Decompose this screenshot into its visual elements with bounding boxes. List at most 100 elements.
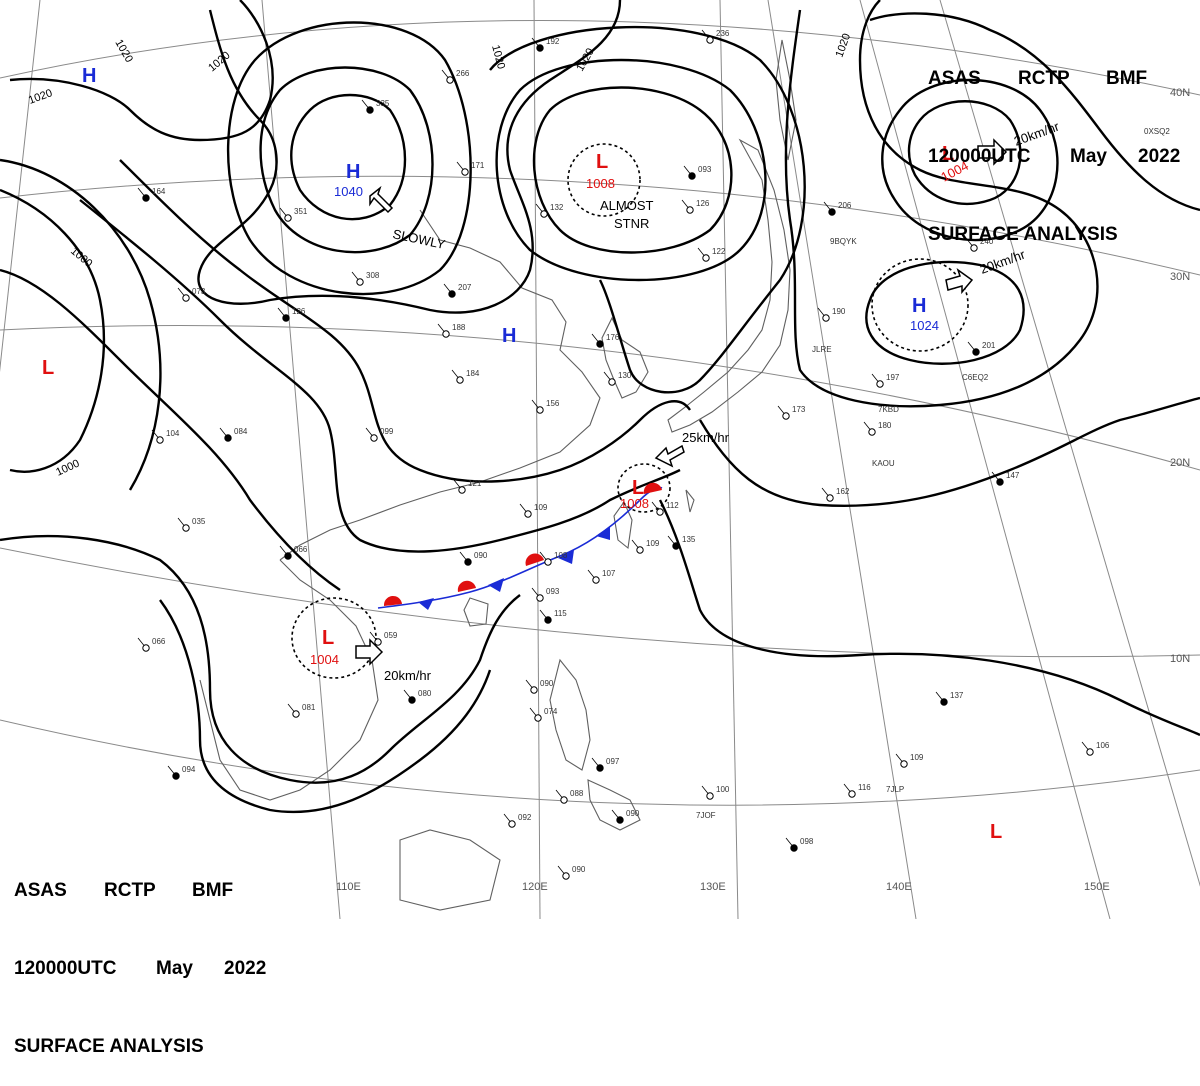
station-pressure: 090 — [626, 809, 640, 818]
station-pressure: 112 — [666, 501, 679, 510]
station-pressure: 173 — [792, 405, 806, 414]
circle-l1004-south — [291, 597, 377, 679]
station-circle — [464, 558, 472, 566]
station-circle — [292, 710, 300, 718]
station-pressure: 080 — [418, 689, 432, 698]
high-center-nw: H — [82, 65, 96, 87]
longitude-labels: 110E 120E 130E 140E 150E — [336, 881, 1110, 893]
station-plot: 107 — [587, 569, 616, 584]
station-plot: 035 — [177, 517, 206, 532]
station-plot: 190 — [817, 307, 846, 322]
station-pressure: 109 — [910, 753, 924, 762]
coast-philippines-south — [587, 779, 641, 831]
header-time: 120000UTC — [14, 958, 117, 979]
station-plot: 080 — [403, 689, 432, 704]
station-circle — [596, 340, 604, 348]
station-circle — [536, 44, 544, 52]
station-pressure: 184 — [466, 369, 480, 378]
station-circle — [284, 214, 292, 222]
station-pressure: 164 — [152, 187, 166, 196]
header-office: BMF — [192, 880, 234, 901]
low-symbol: L — [632, 477, 644, 499]
station-plot: 108 — [539, 551, 568, 566]
station-pressure: 093 — [546, 587, 560, 596]
coast-japan — [667, 138, 791, 433]
station-plot: 100 — [701, 785, 730, 800]
station-circle — [458, 486, 466, 494]
station-pressure: 107 — [602, 569, 616, 578]
station-plot: 104 — [151, 429, 180, 444]
isobar-1004-l1004-ne — [881, 78, 1059, 242]
callsign: C6EQ2 — [962, 373, 989, 382]
station-pressure: 090 — [540, 679, 554, 688]
station-plot: 162 — [821, 487, 850, 502]
station-plot: 098 — [785, 837, 814, 852]
station-pressure: 066 — [152, 637, 166, 646]
station-circle — [408, 696, 416, 704]
station-pressure: 188 — [452, 323, 466, 332]
station-circle — [562, 872, 570, 880]
station-plot: 197 — [871, 373, 900, 388]
station-pressure: 147 — [1006, 471, 1020, 480]
station-pressure: 098 — [800, 837, 814, 846]
station-plot: 126 — [277, 307, 306, 322]
station-circle — [530, 686, 538, 694]
station-pressure: 121 — [468, 479, 482, 488]
station-plot: 109 — [519, 503, 548, 518]
weather-map-canvas: 192 236 266 335 171 132 093 126 122 164 351 308 207 1… — [0, 0, 1200, 919]
isobar-1008-south — [159, 599, 492, 814]
station-circle — [608, 378, 616, 386]
station-plot: 109 — [631, 539, 660, 554]
coast-okinawa — [685, 489, 695, 513]
motion-label: 25km/hr — [682, 430, 730, 445]
station-pressure: 126 — [696, 199, 710, 208]
station-circle — [636, 546, 644, 554]
callsign: 7KBD — [878, 405, 899, 414]
station-plot: 173 — [777, 405, 806, 420]
circle-l1008-south — [617, 463, 671, 513]
station-circle — [790, 844, 798, 852]
station-plot: 090 — [459, 551, 488, 566]
station-plot: 084 — [219, 427, 248, 442]
station-pressure: 094 — [182, 765, 196, 774]
header-month: May — [1070, 146, 1107, 167]
station-plot: 130 — [603, 371, 632, 386]
station-plot: 059 — [369, 631, 398, 646]
station-circle — [970, 244, 978, 252]
station-plot: 066 — [279, 545, 308, 560]
station-pressure: 088 — [570, 789, 584, 798]
isobar-1008-northeast — [869, 12, 1200, 212]
station-circle — [142, 194, 150, 202]
station-pressure: 130 — [618, 371, 632, 380]
station-plot: 126 — [681, 199, 710, 214]
header-year: 2022 — [224, 958, 267, 979]
station-plot: 074 — [529, 707, 558, 722]
low-symbol: L — [942, 143, 954, 165]
station-circle — [782, 412, 790, 420]
isobar-1000-l1004-ne — [907, 100, 1022, 205]
station-circle — [996, 478, 1004, 486]
station-circle — [822, 314, 830, 322]
station-circle — [656, 508, 664, 516]
station-circle — [672, 542, 680, 550]
meridian-100e — [0, 0, 41, 373]
station-pressure: 081 — [302, 703, 316, 712]
isobar-1020-h1024 — [865, 260, 1025, 365]
header-month: May — [156, 958, 193, 979]
coast-korea — [601, 316, 649, 399]
station-circle — [182, 294, 190, 302]
almost-label: ALMOST — [600, 198, 654, 213]
header-source: ASAS — [14, 880, 67, 901]
station-circle — [536, 406, 544, 414]
station-pressure: 059 — [384, 631, 398, 640]
isobar-1012-se — [698, 396, 1200, 507]
station-pressure: 190 — [832, 307, 846, 316]
isobar-1008-se — [658, 499, 1200, 737]
circle-h1024 — [871, 258, 969, 352]
station-plot: 081 — [287, 703, 316, 718]
station-pressure: 308 — [366, 271, 380, 280]
station-circle — [876, 380, 884, 388]
station-pressure: 108 — [554, 551, 568, 560]
station-circle — [536, 594, 544, 602]
station-circle — [706, 36, 714, 44]
